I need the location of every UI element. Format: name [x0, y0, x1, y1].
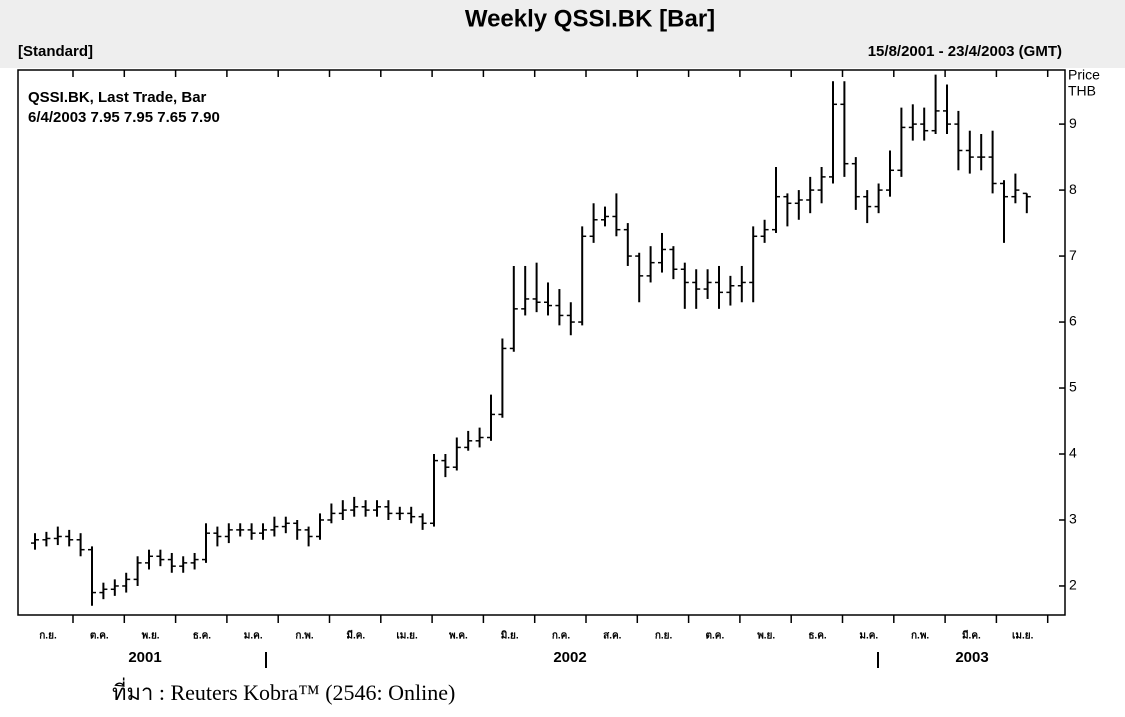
x-tick-label: ธ.ค.: [193, 631, 212, 642]
x-tick-label: พ.ย.: [142, 631, 160, 642]
x-tick-label: ก.พ.: [911, 631, 929, 642]
header-band: [0, 0, 1125, 68]
x-tick-label: มี.ค.: [346, 630, 365, 642]
plot-frame: [17, 69, 1066, 616]
y-tick-label: 3: [1069, 511, 1077, 527]
x-tick-label: เม.ย.: [396, 631, 418, 642]
y-axis-label: THB: [1068, 83, 1096, 99]
y-tick-label: 7: [1069, 247, 1077, 263]
x-tick-label: ธ.ค.: [808, 631, 827, 642]
y-tick-label: 4: [1069, 445, 1077, 461]
x-tick-label: พ.ค.: [449, 631, 468, 642]
legend-last: 6/4/2003 7.95 7.95 7.65 7.90: [28, 109, 220, 126]
x-tick-label: มิ.ย.: [501, 630, 519, 642]
chart-title: Weekly QSSI.BK [Bar]: [465, 5, 715, 32]
y-axis-label: Price: [1068, 67, 1100, 83]
x-tick-label: พ.ย.: [757, 631, 775, 642]
x-tick-label: เม.ย.: [1012, 631, 1034, 642]
y-tick-label: 9: [1069, 115, 1077, 131]
x-tick-label: ม.ค.: [859, 631, 878, 642]
x-tick-label: ก.พ.: [295, 631, 313, 642]
y-tick-label: 8: [1069, 181, 1077, 197]
source-note: ที่มา : Reuters Kobra™ (2546: Online): [112, 677, 455, 705]
subtitle-left: [Standard]: [18, 43, 93, 60]
x-tick-label: มี.ค.: [962, 630, 981, 642]
x-tick-label: ก.ย.: [39, 631, 57, 642]
x-tick-label: ส.ค.: [603, 631, 622, 642]
year-label: 2001: [128, 649, 161, 666]
x-tick-label: ก.ย.: [655, 631, 673, 642]
x-tick-label: ก.ค.: [552, 631, 571, 642]
x-tick-label: ต.ค.: [90, 631, 109, 642]
year-label: 2003: [955, 649, 988, 666]
y-tick-label: 5: [1069, 379, 1077, 395]
subtitle-right: 15/8/2001 - 23/4/2003 (GMT): [868, 43, 1062, 60]
x-tick-label: ม.ค.: [244, 631, 263, 642]
x-tick-label: ต.ค.: [706, 631, 725, 642]
year-label: 2002: [553, 649, 586, 666]
y-tick-label: 6: [1069, 313, 1077, 329]
y-tick-label: 2: [1069, 577, 1077, 593]
legend-title: QSSI.BK, Last Trade, Bar: [28, 89, 207, 106]
